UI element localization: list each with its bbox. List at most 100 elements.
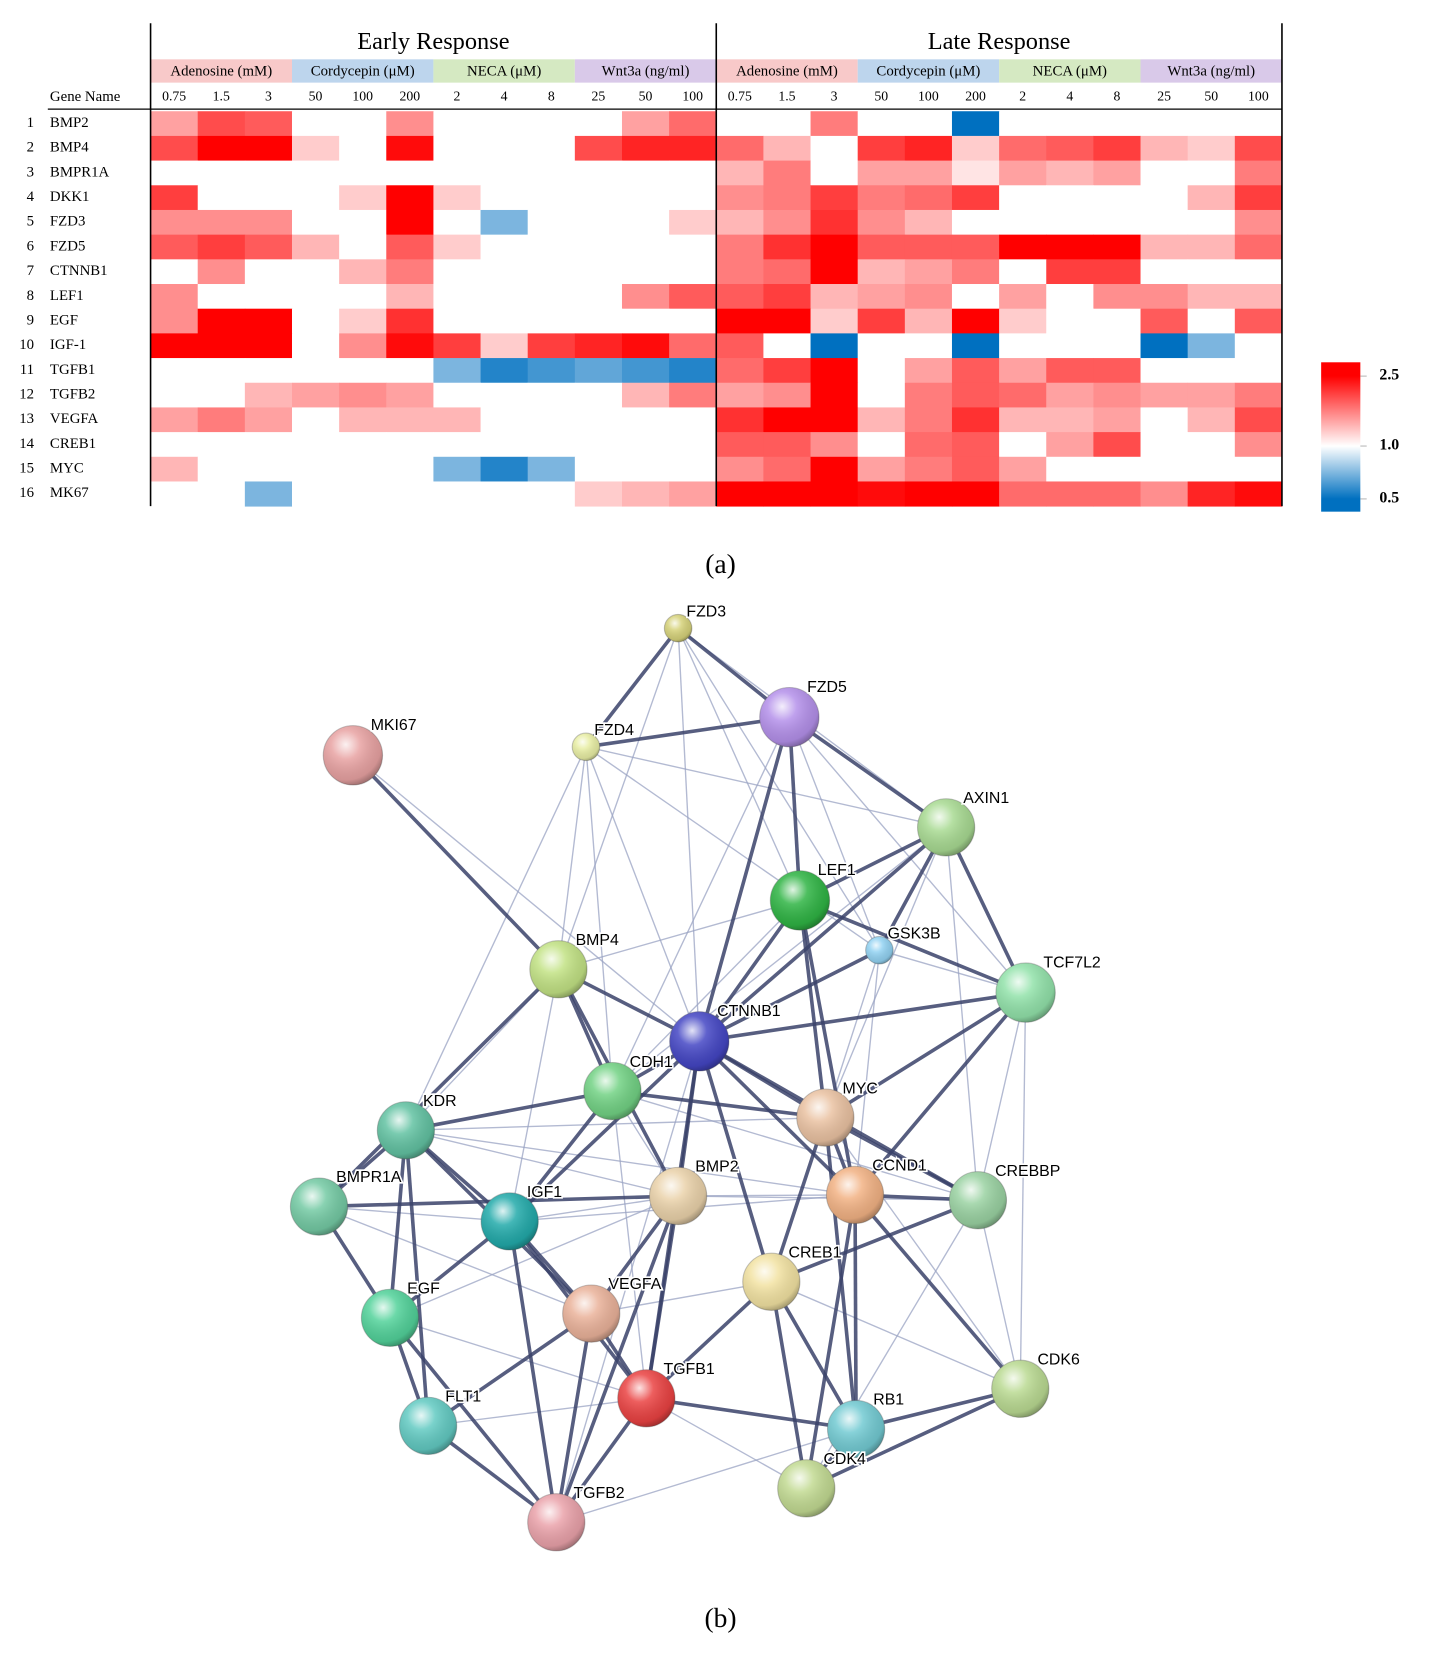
heat-cell bbox=[951, 284, 1000, 310]
heat-cell bbox=[386, 456, 434, 482]
heat-cell bbox=[386, 259, 434, 285]
heat-cell bbox=[999, 333, 1047, 359]
heat-cell bbox=[480, 481, 529, 507]
heat-cell bbox=[621, 234, 670, 260]
node-label: MKI67 bbox=[371, 717, 417, 734]
node-label: FZD3 bbox=[686, 603, 726, 620]
node: CDK6 bbox=[991, 1350, 1082, 1418]
heat-cell bbox=[716, 407, 764, 433]
gene-label: DKK1 bbox=[50, 189, 90, 205]
node-shine bbox=[770, 870, 830, 931]
heat-cell bbox=[621, 382, 670, 408]
heat-cell bbox=[1140, 333, 1189, 359]
gene-label: BMPR1A bbox=[50, 164, 110, 180]
condition-label: Wnt3a (ng/ml) bbox=[602, 63, 690, 79]
heat-cell bbox=[480, 111, 529, 137]
heat-cell bbox=[197, 111, 246, 137]
heat-cell bbox=[150, 284, 199, 310]
heat-cell bbox=[904, 407, 953, 433]
node: CDH1 bbox=[583, 1052, 675, 1121]
row-number: 2 bbox=[27, 140, 34, 156]
row-number: 13 bbox=[19, 411, 34, 427]
gene-label: EGF bbox=[50, 312, 78, 328]
heat-cell bbox=[433, 111, 481, 137]
node: IGF1 bbox=[480, 1182, 564, 1251]
edge bbox=[697, 716, 792, 1042]
heat-cell bbox=[150, 432, 199, 458]
heat-cell bbox=[716, 481, 764, 507]
node-label: CDH1 bbox=[630, 1054, 673, 1071]
edge bbox=[584, 627, 680, 748]
edge bbox=[698, 948, 881, 1043]
heat-cell bbox=[339, 382, 387, 408]
edge bbox=[824, 1116, 979, 1202]
node-shine bbox=[995, 962, 1056, 1023]
heat-cell bbox=[951, 432, 1000, 458]
edge bbox=[853, 991, 1027, 1197]
heat-cell bbox=[1140, 284, 1189, 310]
heat-cell bbox=[857, 481, 906, 507]
heat-cell bbox=[150, 456, 199, 482]
heat-cell bbox=[763, 234, 811, 260]
heat-cell bbox=[527, 432, 576, 458]
condition-band bbox=[1140, 59, 1282, 83]
heat-cell bbox=[669, 481, 717, 507]
heat-cell bbox=[197, 407, 246, 433]
legend-label: 2.5 bbox=[1379, 367, 1399, 384]
heat-cell bbox=[291, 234, 340, 260]
heat-cell bbox=[763, 382, 811, 408]
heat-cell bbox=[244, 111, 293, 137]
node-shine bbox=[796, 1089, 854, 1147]
edge bbox=[612, 1090, 979, 1201]
heat-cell bbox=[999, 481, 1047, 507]
node-shine bbox=[527, 1493, 585, 1551]
heat-cell bbox=[951, 160, 1000, 186]
node-shine bbox=[583, 1062, 642, 1120]
row-number: 9 bbox=[27, 312, 34, 328]
edge bbox=[771, 1281, 1021, 1390]
heat-cell bbox=[621, 160, 670, 186]
edge bbox=[318, 1205, 592, 1315]
heat-cell bbox=[857, 382, 906, 408]
heat-cell bbox=[433, 234, 481, 260]
node-label: TGFB2 bbox=[573, 1485, 624, 1502]
heat-cell bbox=[1187, 407, 1236, 433]
edge bbox=[585, 746, 614, 1092]
node-label: VEGFA bbox=[608, 1276, 661, 1293]
node-shine bbox=[826, 1166, 884, 1224]
edge bbox=[388, 1316, 558, 1524]
node-shine bbox=[529, 940, 588, 998]
heat-cell bbox=[527, 358, 576, 384]
edge bbox=[317, 968, 560, 1208]
heat-cell bbox=[291, 407, 340, 433]
heat-cell bbox=[150, 209, 199, 236]
heat-cell bbox=[244, 160, 293, 186]
group-title: Late Response bbox=[928, 28, 1071, 55]
group-title: Early Response bbox=[357, 28, 509, 55]
heat-cell bbox=[1234, 160, 1283, 186]
heat-cell bbox=[999, 456, 1047, 482]
heat-cell bbox=[574, 135, 623, 162]
row-number: 14 bbox=[19, 436, 34, 452]
row-number: 4 bbox=[27, 189, 35, 205]
node: BMP2 bbox=[648, 1157, 740, 1226]
heat-cell bbox=[244, 135, 293, 162]
heat-cell bbox=[951, 407, 1000, 433]
node-shine bbox=[290, 1177, 348, 1236]
heat-cell bbox=[527, 209, 576, 236]
heat-cell bbox=[197, 185, 246, 211]
heat-cell bbox=[291, 456, 340, 482]
heat-cell bbox=[1093, 358, 1141, 384]
node-label: KDR bbox=[423, 1093, 457, 1110]
heat-cell bbox=[904, 358, 953, 384]
heat-cell bbox=[527, 333, 576, 359]
gene-label: FZD3 bbox=[50, 214, 85, 230]
heat-cell bbox=[291, 358, 340, 384]
edge bbox=[388, 1130, 408, 1318]
heat-cell bbox=[763, 284, 811, 310]
heat-cell bbox=[763, 407, 811, 433]
heat-cell bbox=[763, 135, 811, 162]
heat-cell bbox=[291, 481, 340, 507]
heat-cell bbox=[669, 333, 717, 359]
heat-cell bbox=[197, 432, 246, 458]
